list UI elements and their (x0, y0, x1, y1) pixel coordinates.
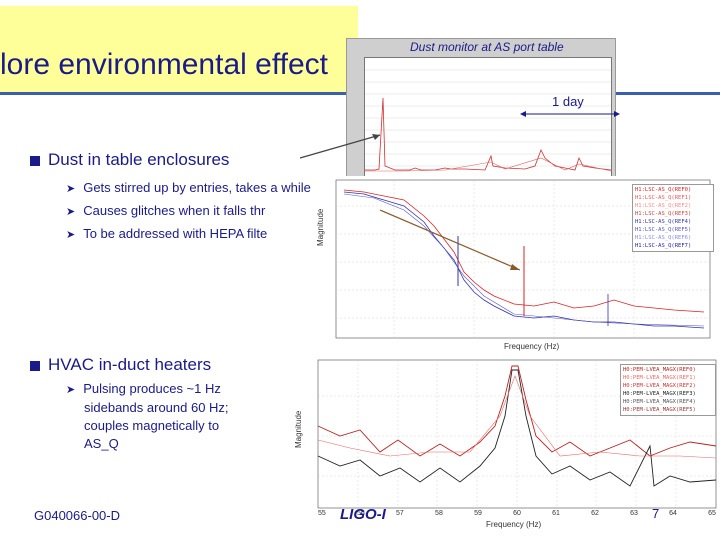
arrow-bullet-icon: ➤ (66, 183, 76, 195)
slide-title: lore environmental effect (0, 48, 328, 81)
legend-entry: H0:PEM-LVEA_MAGX(REF0) (623, 367, 696, 373)
arrow-bullet-icon: ➤ (66, 206, 76, 218)
legend-entry: H0:PEM-LVEA_MAGX(REF4) (623, 399, 696, 405)
page-number: 7 (652, 506, 660, 521)
spectrum2-ylabel: Magnitude (294, 410, 303, 448)
document-id: G040066-00-D (34, 508, 120, 523)
legend-entry: H1:LSC-AS_Q(REF2) (635, 203, 692, 209)
span-label: 1 day (552, 94, 584, 109)
dust-item-2: ➤ Causes glitches when it falls thr (66, 203, 266, 218)
spectrum2-xlabel: Frequency (Hz) (486, 520, 542, 529)
legend-entry: H1:LSC-AS_Q(REF6) (635, 235, 692, 241)
spectrum1-legend: H1:LSC-AS_Q(REF0) H1:LSC-AS_Q(REF1) H1:L… (632, 184, 714, 252)
dust-monitor-caption: Dust monitor at AS port table (410, 40, 564, 54)
ligo-logo: LIGO-I (340, 506, 386, 523)
legend-entry: H1:LSC-AS_Q(REF5) (635, 227, 692, 233)
dust-item-3: ➤ To be addressed with HEPA filte (66, 226, 268, 241)
bullet-icon (30, 360, 40, 371)
magnetometer-spectrum-plot: Magnitude Frequency (Hz) 55 56 57 58 59 60 6… (290, 356, 720, 532)
legend-entry: H0:PEM-LVEA_MAGX(REF5) (623, 407, 696, 413)
legend-entry: H0:PEM-LVEA_MAGX(REF3) (623, 391, 696, 397)
spectrum2-xticks: 55 56 57 58 59 60 61 62 63 64 65 (318, 510, 716, 517)
section-hvac-heading: HVAC in-duct heaters (30, 355, 211, 375)
bullet-icon (30, 155, 40, 166)
hvac-item-1: ➤ Pulsing produces ~1 Hz sidebands around… (66, 381, 229, 451)
as-q-spectrum-plot: Magnitude Frequency (Hz) H1:LSC-AS_Q(REF… (314, 176, 714, 354)
arrow-bullet-icon: ➤ (66, 229, 76, 241)
legend-entry: H0:PEM-LVEA_MAGX(REF2) (623, 383, 696, 389)
legend-entry: H1:LSC-AS_Q(REF7) (635, 243, 692, 249)
legend-entry: H1:LSC-AS_Q(REF3) (635, 211, 692, 217)
legend-entry: H0:PEM-LVEA_MAGX(REF1) (623, 375, 696, 381)
title-banner (0, 6, 358, 92)
span-arrow (520, 111, 620, 117)
legend-entry: H1:LSC-AS_Q(REF1) (635, 195, 692, 201)
section-dust-heading: Dust in table enclosures (30, 150, 229, 170)
spectrum1-xlabel: Frequency (Hz) (504, 342, 560, 351)
spectrum2-legend: H0:PEM-LVEA_MAGX(REF0) H0:PEM-LVEA_MAGX(… (620, 364, 716, 416)
legend-entry: H1:LSC-AS_Q(REF4) (635, 219, 692, 225)
legend-entry: H1:LSC-AS_Q(REF0) (635, 187, 692, 193)
arrow-bullet-icon: ➤ (66, 384, 76, 396)
dust-monitor-plot (364, 57, 612, 181)
